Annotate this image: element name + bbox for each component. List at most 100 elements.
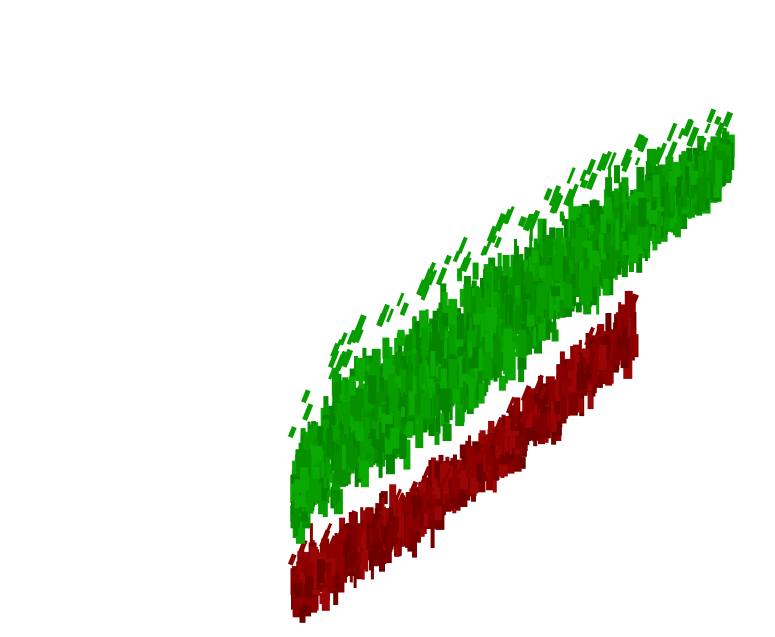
data-point	[296, 480, 306, 503]
data-point	[342, 377, 349, 409]
data-point	[299, 591, 306, 623]
data-point	[418, 348, 425, 377]
outlier-point	[633, 133, 645, 149]
data-point	[508, 279, 515, 304]
data-point	[561, 379, 569, 401]
data-point	[493, 266, 503, 296]
data-point	[319, 477, 328, 501]
data-point	[524, 271, 534, 301]
data-point	[397, 529, 405, 547]
data-point	[521, 293, 525, 322]
outlier-point	[659, 142, 668, 155]
data-point	[399, 369, 407, 393]
data-point	[407, 355, 411, 380]
data-point	[342, 444, 346, 470]
data-point	[396, 332, 405, 346]
data-point	[526, 314, 535, 327]
outlier-point	[475, 443, 488, 465]
data-point	[353, 552, 360, 574]
data-point	[369, 523, 378, 546]
outlier-point	[522, 213, 535, 232]
outlier-point	[621, 155, 633, 173]
data-point	[644, 180, 652, 200]
data-point	[309, 546, 318, 563]
data-point	[326, 472, 335, 483]
data-point	[300, 428, 306, 439]
data-point	[677, 197, 682, 217]
data-point	[368, 542, 378, 562]
data-point	[559, 293, 566, 317]
data-point	[488, 272, 492, 303]
data-point	[621, 345, 627, 362]
data-point	[358, 370, 362, 389]
data-point	[405, 421, 414, 436]
data-point	[303, 489, 312, 502]
data-point	[563, 284, 573, 308]
data-point	[364, 438, 372, 453]
outlier-point	[627, 293, 639, 310]
data-point	[399, 429, 407, 459]
outlier-point	[329, 539, 342, 559]
data-point	[318, 489, 328, 515]
data-point	[297, 495, 303, 507]
data-point	[547, 321, 557, 333]
data-point	[468, 378, 475, 410]
data-point	[434, 506, 442, 521]
data-point	[571, 370, 577, 393]
data-point	[389, 509, 396, 522]
data-point	[381, 497, 385, 516]
data-point	[293, 501, 300, 529]
outlier-point	[563, 188, 576, 207]
data-point	[535, 398, 541, 420]
data-point	[545, 300, 549, 322]
data-point	[696, 178, 701, 188]
data-point	[510, 431, 519, 448]
data-point	[543, 241, 549, 260]
data-point	[432, 395, 439, 417]
data-point	[432, 320, 438, 347]
data-point	[555, 378, 560, 403]
outlier-point	[330, 342, 339, 357]
data-point	[461, 444, 466, 474]
data-point	[570, 252, 574, 275]
data-point	[587, 382, 594, 410]
data-point	[300, 511, 308, 522]
data-point	[353, 576, 357, 588]
data-point	[623, 225, 628, 240]
data-point	[545, 376, 555, 406]
data-point	[306, 561, 314, 586]
outlier-point	[340, 348, 354, 368]
data-point	[412, 497, 418, 520]
data-point	[496, 301, 500, 333]
data-point	[574, 238, 582, 263]
data-point	[538, 375, 543, 403]
data-point	[473, 313, 481, 325]
data-point	[549, 227, 556, 241]
data-point	[496, 365, 502, 378]
data-point	[431, 479, 438, 496]
data-point	[532, 426, 541, 441]
data-point	[493, 363, 499, 377]
data-point	[593, 234, 597, 260]
data-point	[598, 233, 604, 248]
data-point	[462, 358, 466, 374]
data-point	[366, 523, 371, 550]
data-point	[444, 403, 449, 423]
data-point	[490, 266, 497, 297]
data-point	[583, 247, 588, 271]
data-point	[552, 294, 557, 305]
data-point	[708, 168, 712, 184]
data-point	[435, 487, 441, 499]
data-point	[570, 220, 576, 247]
data-point	[358, 464, 368, 479]
data-point	[465, 447, 475, 479]
data-point	[448, 298, 458, 326]
data-point	[568, 197, 574, 229]
data-point	[472, 262, 479, 280]
data-point	[643, 201, 652, 220]
data-point	[415, 424, 424, 449]
data-point	[354, 462, 359, 487]
data-point	[527, 410, 533, 428]
outlier-point	[396, 292, 405, 307]
data-point	[621, 220, 626, 232]
